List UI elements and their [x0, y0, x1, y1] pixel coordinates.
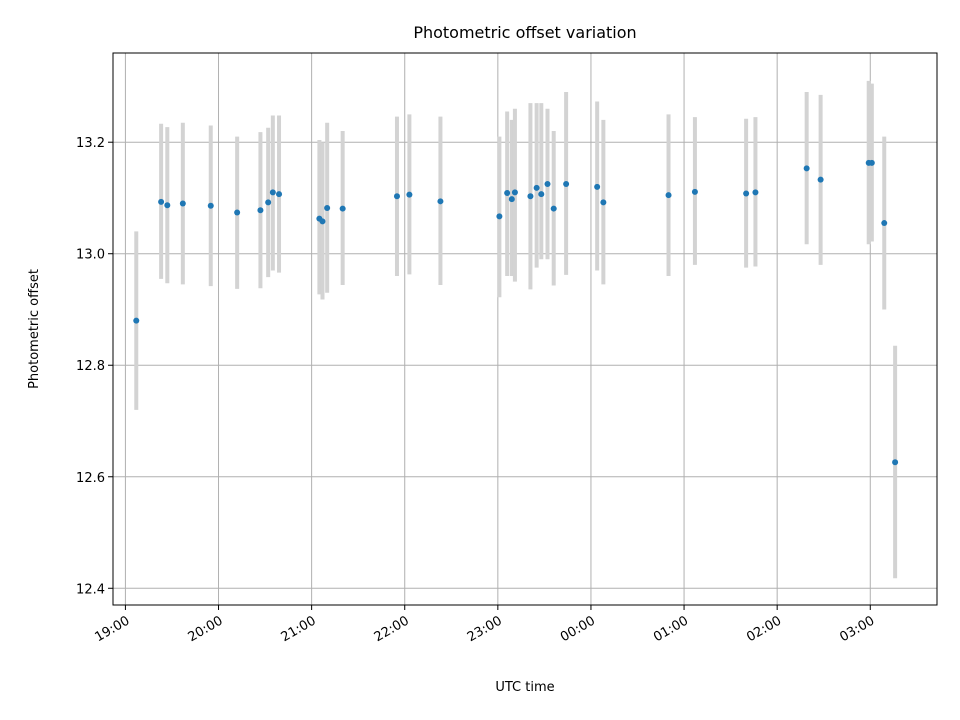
y-tick-label: 12.8: [76, 359, 105, 374]
data-point: [868, 159, 875, 166]
data-point: [508, 196, 515, 203]
data-point: [892, 459, 899, 466]
data-point: [319, 218, 326, 225]
data-point: [269, 189, 276, 196]
data-point: [544, 181, 551, 188]
data-point: [437, 198, 444, 205]
data-point: [881, 220, 888, 227]
y-axis-label: Photometric offset: [27, 269, 42, 389]
data-point: [133, 317, 140, 324]
data-point: [179, 200, 186, 207]
plot-frame: [112, 52, 938, 606]
data-point: [743, 190, 750, 197]
data-point: [527, 193, 534, 200]
x-axis-label: UTC time: [495, 680, 554, 695]
data-point: [511, 189, 518, 196]
data-points: [133, 159, 899, 466]
data-point: [207, 202, 214, 209]
data-point: [234, 209, 241, 216]
data-point: [265, 199, 272, 206]
data-point: [393, 193, 400, 200]
data-point: [533, 184, 540, 191]
data-point: [496, 213, 503, 220]
data-point: [538, 191, 545, 198]
y-tick-label: 13.2: [76, 136, 105, 151]
data-point: [803, 165, 810, 172]
data-point: [550, 205, 557, 212]
data-point: [324, 205, 331, 212]
data-point: [158, 198, 165, 205]
grid-layer: [113, 53, 937, 605]
data-point: [257, 207, 264, 214]
y-tick-label: 12.4: [76, 582, 105, 597]
data-point: [276, 191, 283, 198]
data-point: [594, 183, 601, 190]
data-point: [600, 199, 607, 206]
data-point: [406, 191, 413, 198]
y-tick-label: 13.0: [76, 248, 105, 263]
data-point: [563, 181, 570, 188]
data-point: [691, 188, 698, 195]
data-point: [339, 205, 346, 212]
y-tick-label: 12.6: [76, 471, 105, 486]
data-point: [504, 189, 511, 196]
data-point: [752, 189, 759, 196]
chart-title: Photometric offset variation: [413, 23, 636, 42]
data-point: [164, 202, 171, 209]
data-point: [665, 192, 672, 199]
data-point: [817, 176, 824, 183]
